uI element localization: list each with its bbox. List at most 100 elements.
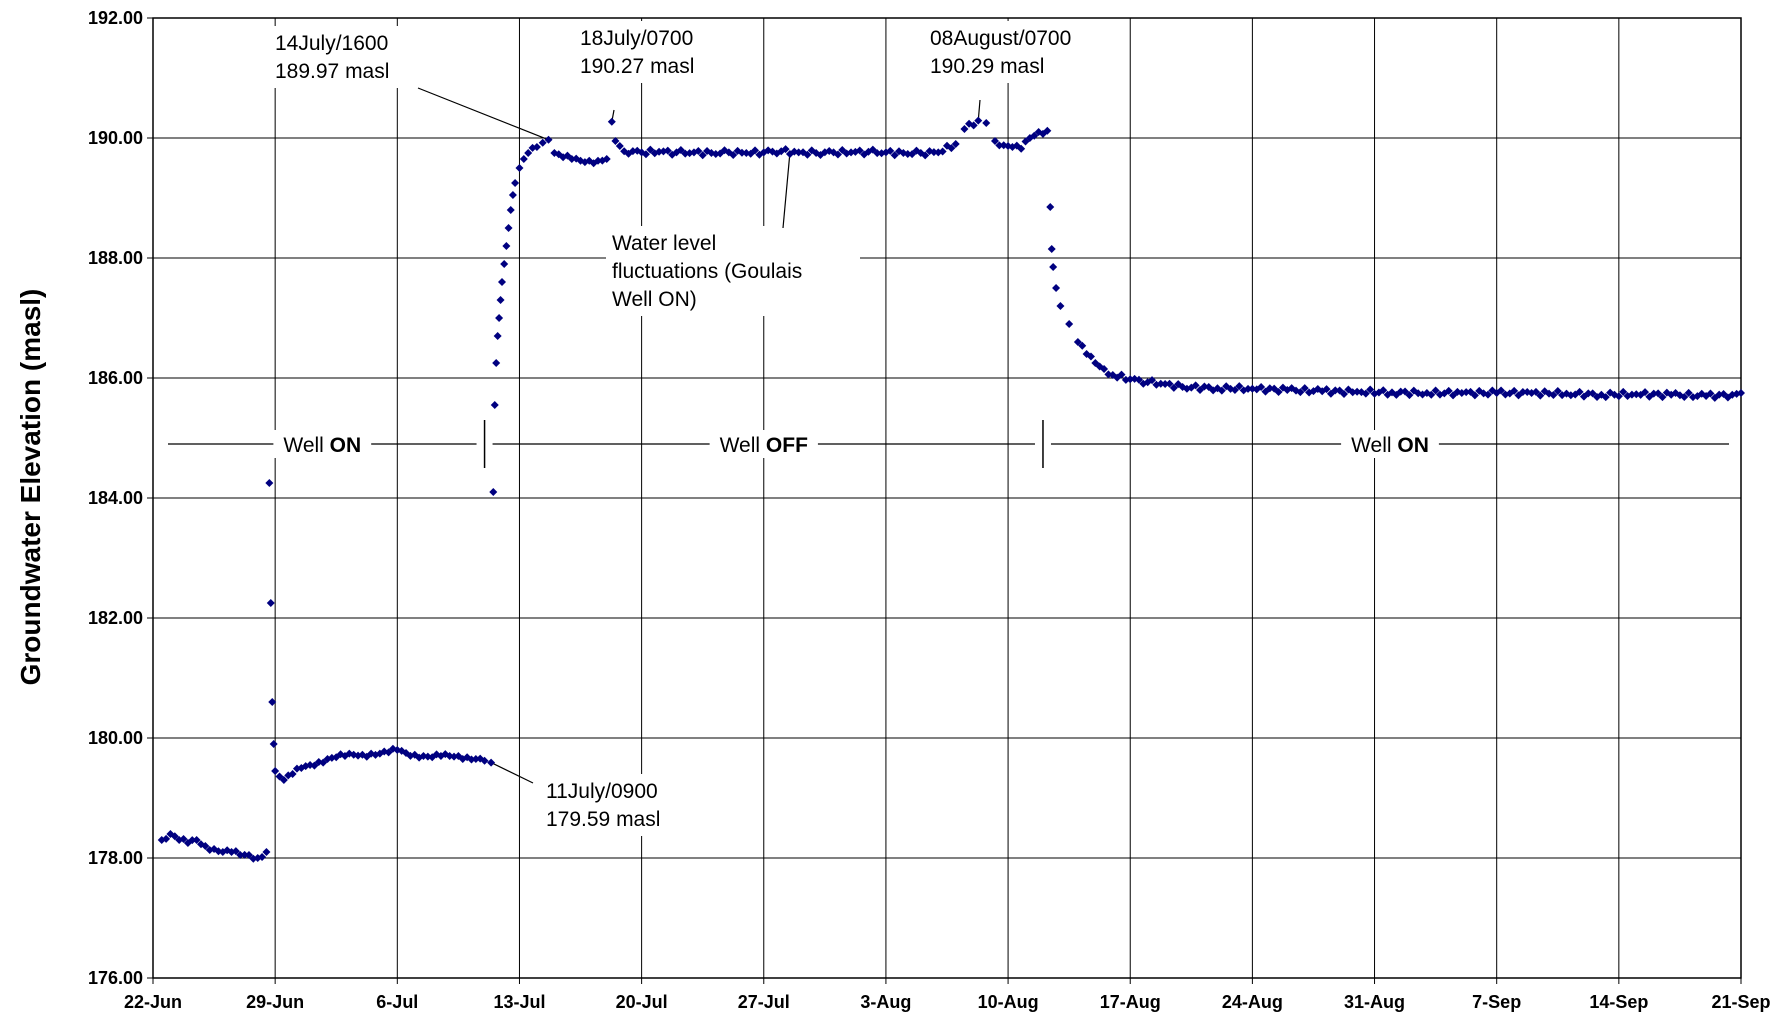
y-tick-label: 184.00 — [88, 488, 143, 508]
data-point — [1641, 388, 1650, 397]
data-point — [490, 401, 499, 409]
annotation-bg — [269, 26, 402, 88]
data-point — [602, 155, 611, 163]
data-point — [974, 116, 983, 125]
data-point — [969, 121, 978, 130]
data-point — [1684, 388, 1693, 397]
y-tick-label: 180.00 — [88, 728, 143, 748]
y-tick-label: 178.00 — [88, 848, 143, 868]
data-point — [1274, 388, 1283, 397]
x-tick-label: 17-Aug — [1100, 992, 1161, 1012]
data-point — [615, 142, 624, 151]
annotation-text: 190.29 masl — [930, 55, 1044, 78]
data-point — [1078, 341, 1087, 350]
data-point — [676, 145, 685, 154]
data-point — [538, 138, 547, 147]
data-point — [508, 191, 517, 199]
plot-frame — [152, 17, 1742, 979]
data-point — [170, 832, 179, 841]
x-tick-label: 13-Jul — [493, 992, 545, 1012]
data-point — [1017, 144, 1026, 153]
x-tick-label: 27-Jul — [738, 992, 790, 1012]
x-axis-tick-labels: 22-Jun 29-Jun 6-Jul 13-Jul 20-Jul 27-Jul 3-Aug… — [124, 992, 1771, 1012]
data-point — [1649, 389, 1658, 398]
well-status-label-bg — [273, 430, 372, 458]
data-point — [1510, 386, 1519, 395]
data-point — [544, 135, 553, 144]
y-tick-label: 188.00 — [88, 248, 143, 268]
data-point — [188, 836, 197, 845]
data-point — [947, 144, 956, 153]
data-point — [1052, 284, 1061, 292]
data-point — [1575, 387, 1584, 396]
annotation-bg — [540, 774, 673, 836]
data-point — [504, 224, 513, 232]
data-point — [1169, 383, 1178, 392]
data-point — [1296, 388, 1305, 397]
data-point — [258, 853, 267, 862]
data-point — [262, 848, 271, 856]
data-point — [794, 148, 803, 157]
data-point — [1483, 390, 1492, 399]
data-point — [1396, 387, 1405, 396]
data-point — [1086, 352, 1095, 361]
data-point — [269, 740, 278, 748]
data-point — [1366, 385, 1375, 394]
data-point — [1043, 126, 1052, 135]
well-status-bands: Well ON Well OFF Well ON — [168, 420, 1729, 468]
data-point — [1497, 386, 1506, 395]
annotation-text: 11July/0900 — [546, 780, 658, 803]
data-point — [266, 599, 275, 607]
x-tick-label: 10-Aug — [978, 992, 1039, 1012]
data-point — [384, 748, 393, 757]
data-point — [1165, 379, 1174, 388]
data-point — [244, 851, 253, 859]
annotation-text: 189.97 masl — [275, 60, 389, 83]
data-point — [249, 854, 258, 863]
data-point — [663, 146, 672, 155]
data-point — [495, 314, 504, 322]
annotation-text: fluctuations (Goulais — [612, 260, 802, 283]
data-point — [1322, 385, 1331, 394]
data-point — [698, 151, 707, 160]
data-series — [157, 116, 1745, 863]
y-tick-label: 186.00 — [88, 368, 143, 388]
data-point — [268, 698, 277, 706]
well-status-label: Well ON — [283, 434, 361, 457]
data-point — [990, 137, 999, 145]
data-point — [995, 141, 1004, 150]
x-tick-label: 29-Jun — [246, 992, 304, 1012]
data-point — [1100, 365, 1109, 373]
x-tick-label: 21-Sep — [1711, 992, 1770, 1012]
data-point — [515, 164, 524, 172]
data-point — [1230, 386, 1239, 395]
annotation-text: 179.59 masl — [546, 808, 660, 831]
well-status-label-bg — [709, 430, 818, 458]
data-point — [319, 758, 328, 767]
data-point — [1047, 245, 1056, 253]
data-point — [519, 155, 528, 163]
x-tick-label: 22-Jun — [124, 992, 182, 1012]
data-point — [532, 143, 541, 151]
data-point — [1148, 376, 1157, 385]
data-point — [498, 278, 507, 286]
x-tick-label: 20-Jul — [616, 992, 668, 1012]
annotation-text: Well ON) — [612, 288, 697, 311]
data-point — [1049, 263, 1058, 271]
data-point — [1361, 389, 1370, 398]
data-point — [1737, 389, 1745, 397]
data-point — [1444, 386, 1453, 395]
data-point — [179, 835, 188, 844]
annotation-text: 08August/0700 — [930, 27, 1071, 50]
chart-annotations: 14July/1600 189.97 masl 18July/0700 190.27 … — [269, 21, 1079, 836]
data-point — [1658, 393, 1667, 402]
data-point — [593, 156, 602, 165]
well-status-label: Well ON — [1351, 434, 1429, 457]
data-point — [903, 149, 912, 158]
data-point — [886, 146, 895, 155]
data-point — [496, 296, 505, 304]
data-point — [855, 146, 864, 155]
x-tick-label: 14-Sep — [1589, 992, 1648, 1012]
data-point — [1257, 383, 1266, 392]
